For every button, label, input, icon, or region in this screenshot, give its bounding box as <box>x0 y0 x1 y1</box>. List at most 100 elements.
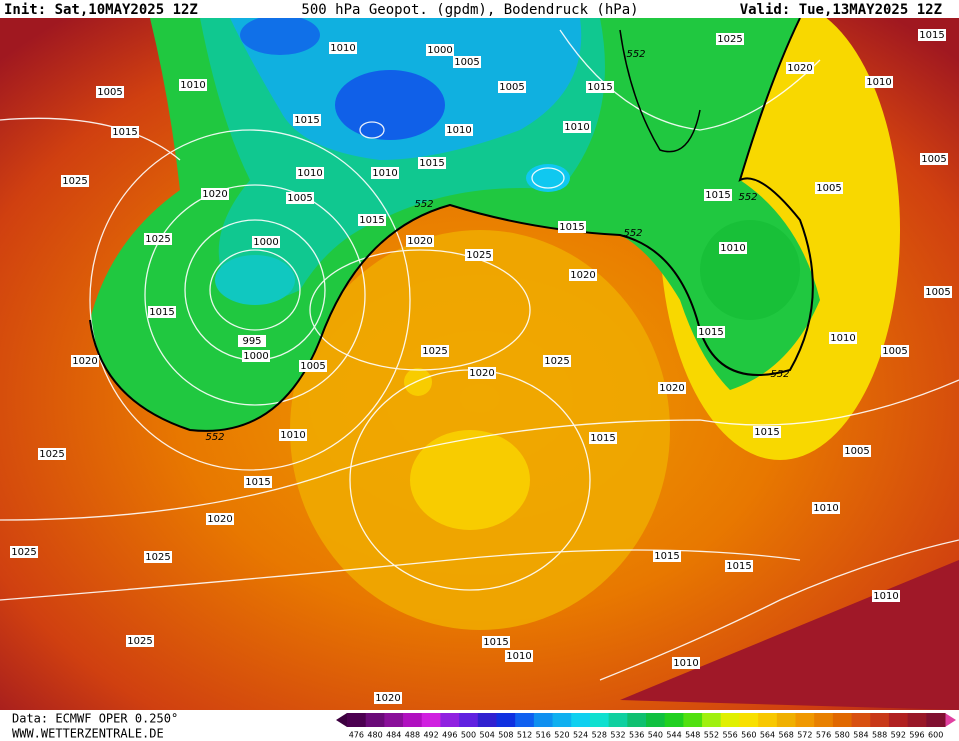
isobar-label-box <box>426 44 454 56</box>
scale-swatch <box>608 713 628 727</box>
scale-label: 584 <box>853 731 868 740</box>
scale-swatch <box>888 713 909 727</box>
isobar-label-box <box>299 360 327 372</box>
isobar-label: 1020 <box>375 693 400 704</box>
isobar-label: 1015 <box>359 215 384 226</box>
isobar-label-box <box>201 188 229 200</box>
isobar-label: 1025 <box>62 176 87 187</box>
scale-label: 488 <box>405 731 420 740</box>
isobar-label: 1005 <box>300 361 325 372</box>
map-title: 500 hPa Geopot. (gpdm), Bodendruck (hPa) <box>301 2 638 18</box>
isobar-label: 1005 <box>921 154 946 165</box>
scale-label: 476 <box>349 731 364 740</box>
contour-label: 552 <box>738 192 757 203</box>
scale-label: 544 <box>666 731 681 740</box>
isobar-label-box <box>286 192 314 204</box>
isobar-label-box <box>786 62 814 74</box>
isobar-label-box <box>111 126 139 138</box>
scale-label: 536 <box>629 731 644 740</box>
isobar-label: 1025 <box>544 356 569 367</box>
isobar-label: 1015 <box>559 222 584 233</box>
scale-swatch <box>459 713 479 727</box>
isobar-label: 1010 <box>873 591 898 602</box>
isobar-label-box <box>148 306 176 318</box>
contour-label: 552 <box>414 199 433 210</box>
isobar-label: 1020 <box>659 383 684 394</box>
scale-swatch <box>664 713 684 727</box>
isobar-label-box <box>96 86 124 98</box>
isobar-label-box <box>242 350 270 362</box>
isobar-label-box <box>144 233 172 245</box>
scale-swatch <box>926 713 946 727</box>
isobar-label-box <box>658 382 686 394</box>
isobar-label-box <box>38 448 66 460</box>
scale-swatch <box>403 713 423 727</box>
scale-swatch <box>347 713 367 727</box>
scale-label: 532 <box>610 731 625 740</box>
scale-label: 568 <box>779 731 794 740</box>
isobar-label: 1015 <box>587 82 612 93</box>
scale-swatch <box>720 713 740 727</box>
isobar-label: 1020 <box>570 270 595 281</box>
isobar-label: 1015 <box>919 30 944 41</box>
isobar-label: 1005 <box>454 57 479 68</box>
isobar-label: 1010 <box>564 122 589 133</box>
isobar-label-box <box>238 335 266 347</box>
isobar-label: 1025 <box>422 346 447 357</box>
isobar-label-box <box>725 560 753 572</box>
isobar-label: 1010 <box>446 125 471 136</box>
contour-label: 552 <box>623 228 642 239</box>
isobar-label: 1005 <box>816 183 841 194</box>
isobar-label-box <box>653 550 681 562</box>
isobar-label: 1025 <box>466 250 491 261</box>
scale-swatch <box>683 713 703 727</box>
scale-label: 548 <box>685 731 700 740</box>
isobar-label-box <box>498 81 526 93</box>
scale-low-arrow <box>336 713 347 727</box>
scale-label: 556 <box>722 731 737 740</box>
isobar-label-box <box>704 189 732 201</box>
isobar-label: 1025 <box>145 234 170 245</box>
scale-label: 500 <box>461 731 476 740</box>
isobar-label-box <box>293 114 321 126</box>
isobar-label: 1015 <box>590 433 615 444</box>
scale-swatch <box>515 713 535 727</box>
scale-label: 508 <box>498 731 513 740</box>
isobar-label: 1000 <box>243 351 268 362</box>
isobar-label-box <box>815 182 843 194</box>
scale-swatch <box>477 713 497 727</box>
isobar-label-box <box>881 345 909 357</box>
scale-swatch <box>870 713 890 727</box>
isobar-label: 1025 <box>11 547 36 558</box>
scale-swatch <box>776 713 796 727</box>
scale-high-arrow <box>945 713 956 727</box>
isobar-label-box <box>697 326 725 338</box>
data-source: Data: ECMWF OPER 0.250° <box>12 712 178 726</box>
isobar-label: 1015 <box>294 115 319 126</box>
isobar-label-box <box>179 79 207 91</box>
isobar-label: 1005 <box>925 287 950 298</box>
isobar-labels: 1005 1010 1015 1025 1020 1025 1015 1020 1000 995 1… <box>10 29 952 704</box>
isobar-label: 1010 <box>297 168 322 179</box>
isobar-label: 1015 <box>112 127 137 138</box>
scale-label: 600 <box>928 731 943 740</box>
scale-label: 528 <box>592 731 607 740</box>
isobar-label: 1010 <box>280 430 305 441</box>
isobar-label: 1010 <box>330 43 355 54</box>
isobar-label: 1015 <box>245 477 270 488</box>
isobar-label-box <box>374 692 402 704</box>
isobar-label: 1020 <box>787 63 812 74</box>
isobar-label: 1000 <box>427 45 452 56</box>
contour-label: 552 <box>626 49 645 60</box>
isobar-label: 1010 <box>813 503 838 514</box>
isobar-label-box <box>843 445 871 457</box>
scale-label: 516 <box>536 731 551 740</box>
scale-swatch <box>758 713 778 727</box>
isobar-label: 1025 <box>39 449 64 460</box>
website: WWW.WETTERZENTRALE.DE <box>12 727 164 741</box>
isobar-label: 1020 <box>72 356 97 367</box>
scale-swatch <box>907 713 927 727</box>
isobar-label-box <box>468 367 496 379</box>
isobar-label: 1015 <box>754 427 779 438</box>
